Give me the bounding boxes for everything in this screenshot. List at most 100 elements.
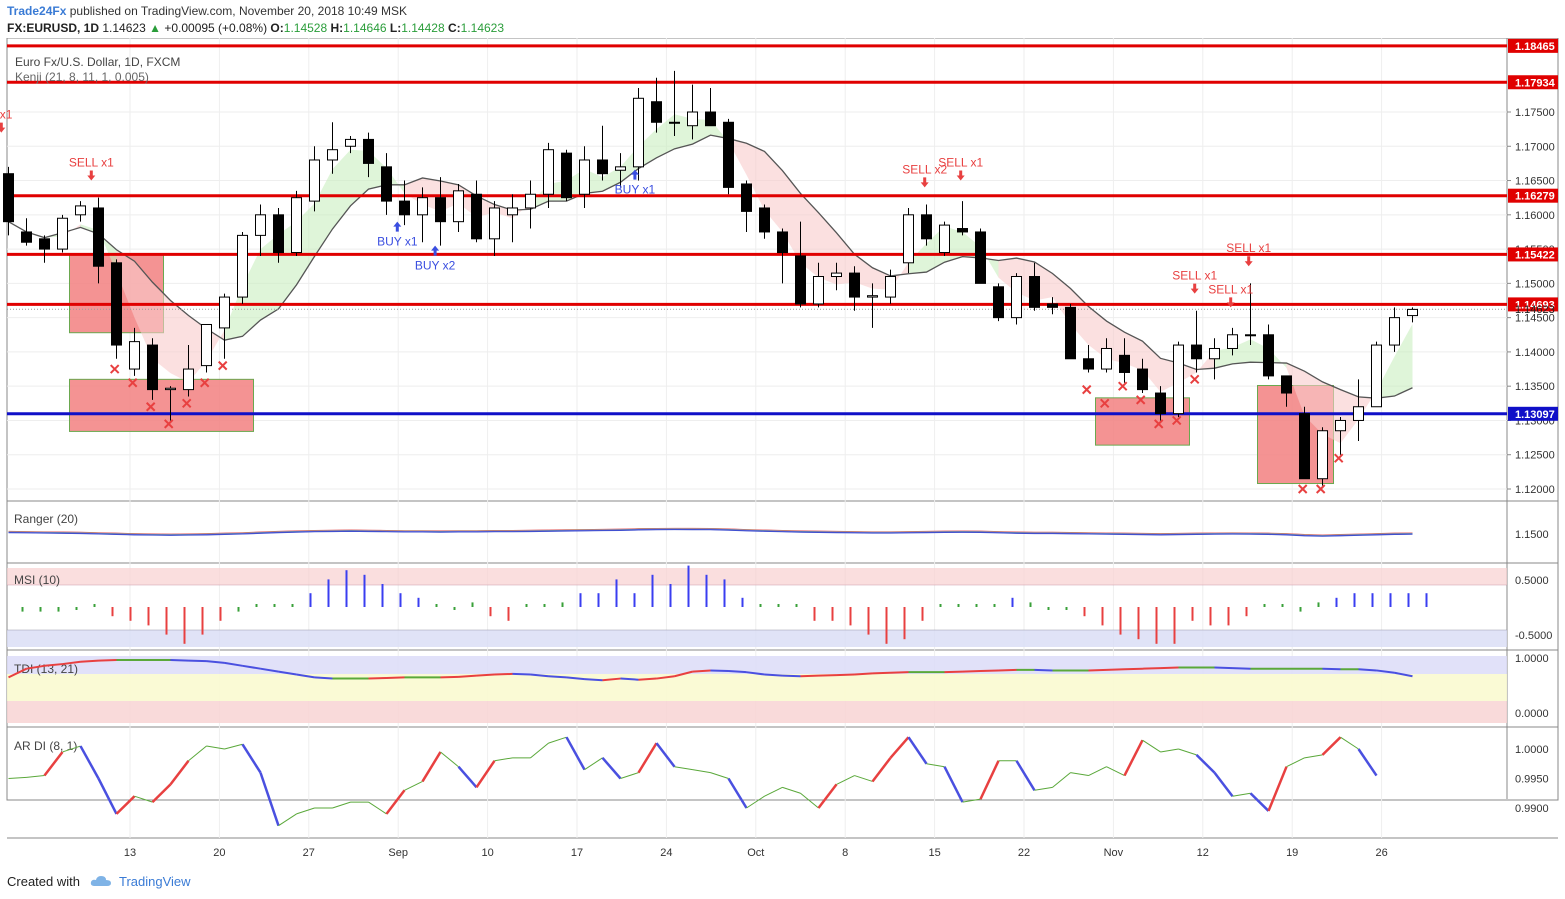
ardi-line-segment (817, 783, 838, 809)
tdi-line-segment (62, 660, 81, 666)
candle-body-down (1263, 334, 1274, 377)
candle-body-up (183, 368, 194, 391)
ranger-panel-label: Ranger (20) (14, 512, 78, 526)
ardi-line-segment (1286, 757, 1305, 768)
candle-body-down (651, 101, 662, 123)
ardi-line-segment (43, 751, 64, 777)
tdi-line-segment (1394, 671, 1413, 678)
ardi-line-segment (710, 772, 729, 779)
ardi-line-segment (565, 736, 586, 771)
buy-arrow-icon (431, 245, 440, 256)
candle-body-up (201, 323, 212, 367)
ardi-line-segment (1267, 766, 1288, 812)
candle-body-down (597, 159, 608, 175)
tdi-line-segment (260, 667, 279, 673)
tdi-line-segment (836, 673, 855, 677)
ardi-tick-label: 0.9950 (1515, 774, 1549, 786)
tdi-line-segment (746, 671, 765, 676)
ardi-line-segment (278, 813, 297, 827)
ardi-line-segment (836, 775, 855, 785)
candle-body-up (579, 159, 590, 195)
tdi-line-segment (1322, 667, 1341, 671)
tdi-line-segment (854, 672, 873, 676)
candle-body-up (687, 111, 698, 127)
ardi-line-segment (782, 786, 801, 794)
tdi-line-segment (458, 674, 477, 678)
up-arrow-icon: ▲ (149, 21, 161, 35)
tdi-line-segment (224, 661, 243, 667)
ardi-line-segment (421, 751, 442, 783)
candle-body-up (1245, 334, 1256, 337)
brand-name[interactable]: Trade24Fx (7, 4, 67, 18)
ardi-line-segment (601, 757, 622, 780)
tdi-line-segment (242, 664, 261, 670)
candle-body-down (957, 228, 968, 233)
y-tick-label: 1.12000 (1515, 484, 1555, 496)
tdi-line-segment (782, 674, 801, 678)
candle-body-down (1065, 306, 1076, 360)
y-tick-label: 1.14500 (1515, 313, 1555, 325)
y-tick-label: 1.13500 (1515, 381, 1555, 393)
level-price-tag (1508, 297, 1558, 312)
ardi-line-segment (674, 766, 693, 771)
x-tick-label: 8 (842, 847, 848, 859)
sell-arrow-icon (1226, 297, 1235, 308)
candle-body-up (525, 193, 536, 209)
candle-body-up (291, 197, 302, 254)
tdi-line-segment (692, 669, 711, 673)
candle-body-up (327, 149, 338, 161)
candle-body-up (1101, 347, 1112, 370)
x-marker-icon (1333, 453, 1344, 463)
candle-body-down (1191, 344, 1202, 360)
sell-signal-label: SELL x1 (1172, 269, 1217, 283)
candle-body-up (669, 121, 680, 124)
msi-tick-label: -0.5000 (1515, 630, 1552, 642)
x-tick-label: 17 (571, 847, 583, 859)
tdi-line-segment (1088, 668, 1107, 672)
tdi-line-segment (476, 673, 495, 677)
x-tick-label: 10 (481, 847, 493, 859)
x-marker-icon (1189, 374, 1200, 385)
y-tick-label: 1.16000 (1515, 210, 1555, 222)
ardi-line-segment (1249, 792, 1270, 812)
ranger-lower-line (8, 528, 1413, 537)
y-tick-label: 1.12500 (1515, 450, 1555, 462)
candle-body-up (75, 205, 86, 216)
ardi-line-segment (1213, 771, 1234, 797)
tdi-line-segment (206, 660, 225, 664)
x-marker-icon (127, 378, 138, 388)
candle-body-down (1281, 375, 1292, 394)
x-tick-label: Oct (747, 847, 764, 859)
candle-body-up (1209, 347, 1220, 360)
candle-body-down (849, 272, 860, 298)
ardi-line-segment (134, 795, 153, 803)
candle-body-down (381, 166, 392, 202)
msi-overbought-band (7, 568, 1507, 585)
kenji-cloud-segment (908, 243, 927, 274)
tdi-tick-label: 0.0000 (1515, 708, 1549, 720)
ardi-line-segment (800, 792, 819, 809)
candle-body-up (1227, 334, 1238, 349)
close-value: 1.14623 (460, 21, 505, 35)
x-tick-label: 20 (213, 847, 225, 859)
ardi-line-segment (26, 775, 45, 778)
level-price-tag (1508, 188, 1558, 203)
candle-body-up (615, 166, 626, 171)
candle-body-down (993, 286, 1004, 319)
chart-canvas[interactable]: 13 20 27 Sep 10 17 24 Oct 8 15 22 Nov 12 19 26 1.17500 1… (0, 38, 1565, 868)
tdi-line-segment (872, 671, 891, 675)
candle-body-down (759, 207, 770, 233)
published-text: published on TradingView.com, November 2… (69, 4, 408, 18)
sell-signal-label: SELL x1 (69, 156, 114, 170)
tdi-line-segment (440, 675, 459, 679)
candle-body-up (939, 224, 950, 254)
candle-body-up (543, 149, 554, 195)
ardi-line-segment (332, 801, 351, 809)
sell-signal-label: SELL x1 (938, 156, 983, 170)
candle-body-down (39, 238, 50, 250)
tradingview-link[interactable]: TradingView (119, 874, 191, 889)
x-marker-icon (145, 402, 156, 412)
high-value: 1.14646 (343, 21, 387, 35)
tdi-line-segment (620, 677, 639, 681)
sell-arrow-icon (0, 122, 6, 133)
